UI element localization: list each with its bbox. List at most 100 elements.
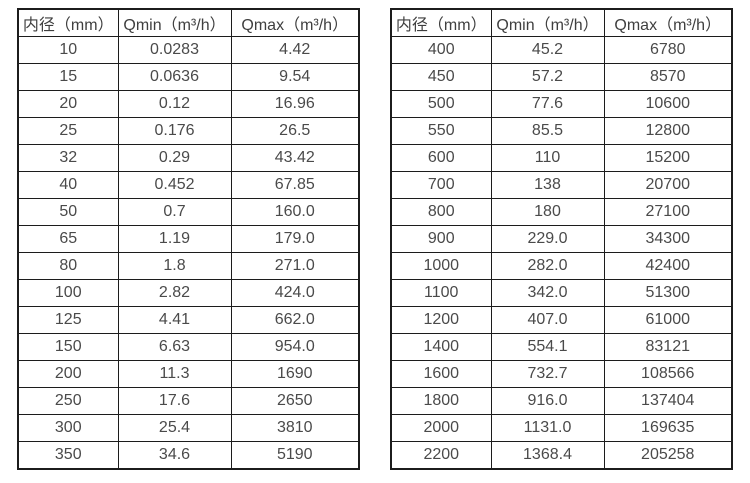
table-cell: 10 xyxy=(17,36,119,64)
table-cell: 169635 xyxy=(603,414,733,442)
table-cell: 15 xyxy=(17,63,119,91)
table-cell: 27100 xyxy=(603,198,733,226)
table-row: 1200 407.0 61000 xyxy=(390,306,733,334)
table-cell: 43.42 xyxy=(230,144,360,172)
table-cell: 2000 xyxy=(390,414,492,442)
header-cell: Qmin（m³/h） xyxy=(117,8,232,37)
table-cell: 1800 xyxy=(390,387,492,415)
table-row: 40 0.452 67.85 xyxy=(17,171,360,199)
header-row: 内径（mm） Qmin（m³/h） Qmax（m³/h） xyxy=(17,8,360,37)
table-cell: 50 xyxy=(17,198,119,226)
table-cell: 250 xyxy=(17,387,119,415)
table-cell: 1.19 xyxy=(117,225,232,253)
table-cell: 1100 xyxy=(390,279,492,307)
table-row: 2200 1368.4 205258 xyxy=(390,441,733,470)
table-cell: 2650 xyxy=(230,387,360,415)
table-row: 900 229.0 34300 xyxy=(390,225,733,253)
table-cell: 34300 xyxy=(603,225,733,253)
table-cell: 57.2 xyxy=(490,63,605,91)
table-row: 1800 916.0 137404 xyxy=(390,387,733,415)
table-cell: 40 xyxy=(17,171,119,199)
table-cell: 45.2 xyxy=(490,36,605,64)
table-cell: 9.54 xyxy=(230,63,360,91)
table-cell: 450 xyxy=(390,63,492,91)
table-cell: 150 xyxy=(17,333,119,361)
table-cell: 125 xyxy=(17,306,119,334)
table-cell: 1000 xyxy=(390,252,492,280)
header-cell: 内径（mm） xyxy=(390,8,492,37)
table-row: 150 6.63 954.0 xyxy=(17,333,360,361)
table-row: 600 110 15200 xyxy=(390,144,733,172)
table-cell: 1690 xyxy=(230,360,360,388)
table-row: 1000 282.0 42400 xyxy=(390,252,733,280)
table-cell: 1600 xyxy=(390,360,492,388)
table-cell: 407.0 xyxy=(490,306,605,334)
table-cell: 2.82 xyxy=(117,279,232,307)
table-cell: 1.8 xyxy=(117,252,232,280)
table-cell: 80 xyxy=(17,252,119,280)
table-cell: 732.7 xyxy=(490,360,605,388)
table-cell: 61000 xyxy=(603,306,733,334)
table-cell: 342.0 xyxy=(490,279,605,307)
table-row: 300 25.4 3810 xyxy=(17,414,360,442)
table-row: 2000 1131.0 169635 xyxy=(390,414,733,442)
table-cell: 77.6 xyxy=(490,90,605,118)
table-row: 15 0.0636 9.54 xyxy=(17,63,360,91)
header-cell: Qmax（m³/h） xyxy=(603,8,733,37)
table-cell: 10600 xyxy=(603,90,733,118)
table-cell: 900 xyxy=(390,225,492,253)
table-cell: 138 xyxy=(490,171,605,199)
table-row: 550 85.5 12800 xyxy=(390,117,733,145)
table-cell: 20 xyxy=(17,90,119,118)
flow-spec-table-large-diameters: 内径（mm） Qmin（m³/h） Qmax（m³/h） 400 45.2 6780 450… xyxy=(390,8,733,470)
table-row: 125 4.41 662.0 xyxy=(17,306,360,334)
table-cell: 800 xyxy=(390,198,492,226)
table-cell: 662.0 xyxy=(230,306,360,334)
table-cell: 0.0283 xyxy=(117,36,232,64)
table-cell: 11.3 xyxy=(117,360,232,388)
table-cell: 25 xyxy=(17,117,119,145)
table-cell: 20700 xyxy=(603,171,733,199)
flow-spec-table-small-diameters: 内径（mm） Qmin（m³/h） Qmax（m³/h） 10 0.0283 4.42 15… xyxy=(17,8,360,470)
table-cell: 271.0 xyxy=(230,252,360,280)
table-cell: 137404 xyxy=(603,387,733,415)
table-cell: 350 xyxy=(17,441,119,470)
table-row: 25 0.176 26.5 xyxy=(17,117,360,145)
table-cell: 2200 xyxy=(390,441,492,470)
table-row: 500 77.6 10600 xyxy=(390,90,733,118)
table-cell: 6.63 xyxy=(117,333,232,361)
table-row: 1600 732.7 108566 xyxy=(390,360,733,388)
table-row: 250 17.6 2650 xyxy=(17,387,360,415)
table-cell: 3810 xyxy=(230,414,360,442)
table-cell: 67.85 xyxy=(230,171,360,199)
table-cell: 5190 xyxy=(230,441,360,470)
table-cell: 400 xyxy=(390,36,492,64)
table-cell: 85.5 xyxy=(490,117,605,145)
table-cell: 108566 xyxy=(603,360,733,388)
table-row: 80 1.8 271.0 xyxy=(17,252,360,280)
table-cell: 83121 xyxy=(603,333,733,361)
header-cell: Qmax（m³/h） xyxy=(230,8,360,37)
table-cell: 424.0 xyxy=(230,279,360,307)
table-cell: 110 xyxy=(490,144,605,172)
table-cell: 16.96 xyxy=(230,90,360,118)
table-cell: 15200 xyxy=(603,144,733,172)
table-cell: 600 xyxy=(390,144,492,172)
table-cell: 34.6 xyxy=(117,441,232,470)
table-row: 100 2.82 424.0 xyxy=(17,279,360,307)
table-cell: 26.5 xyxy=(230,117,360,145)
table-cell: 550 xyxy=(390,117,492,145)
table-row: 65 1.19 179.0 xyxy=(17,225,360,253)
table-cell: 0.0636 xyxy=(117,63,232,91)
table-row: 800 180 27100 xyxy=(390,198,733,226)
header-cell: Qmin（m³/h） xyxy=(490,8,605,37)
table-row: 450 57.2 8570 xyxy=(390,63,733,91)
table-row: 700 138 20700 xyxy=(390,171,733,199)
table-cell: 282.0 xyxy=(490,252,605,280)
table-cell: 0.12 xyxy=(117,90,232,118)
table-row: 1100 342.0 51300 xyxy=(390,279,733,307)
table-cell: 700 xyxy=(390,171,492,199)
table-cell: 51300 xyxy=(603,279,733,307)
table-cell: 1200 xyxy=(390,306,492,334)
